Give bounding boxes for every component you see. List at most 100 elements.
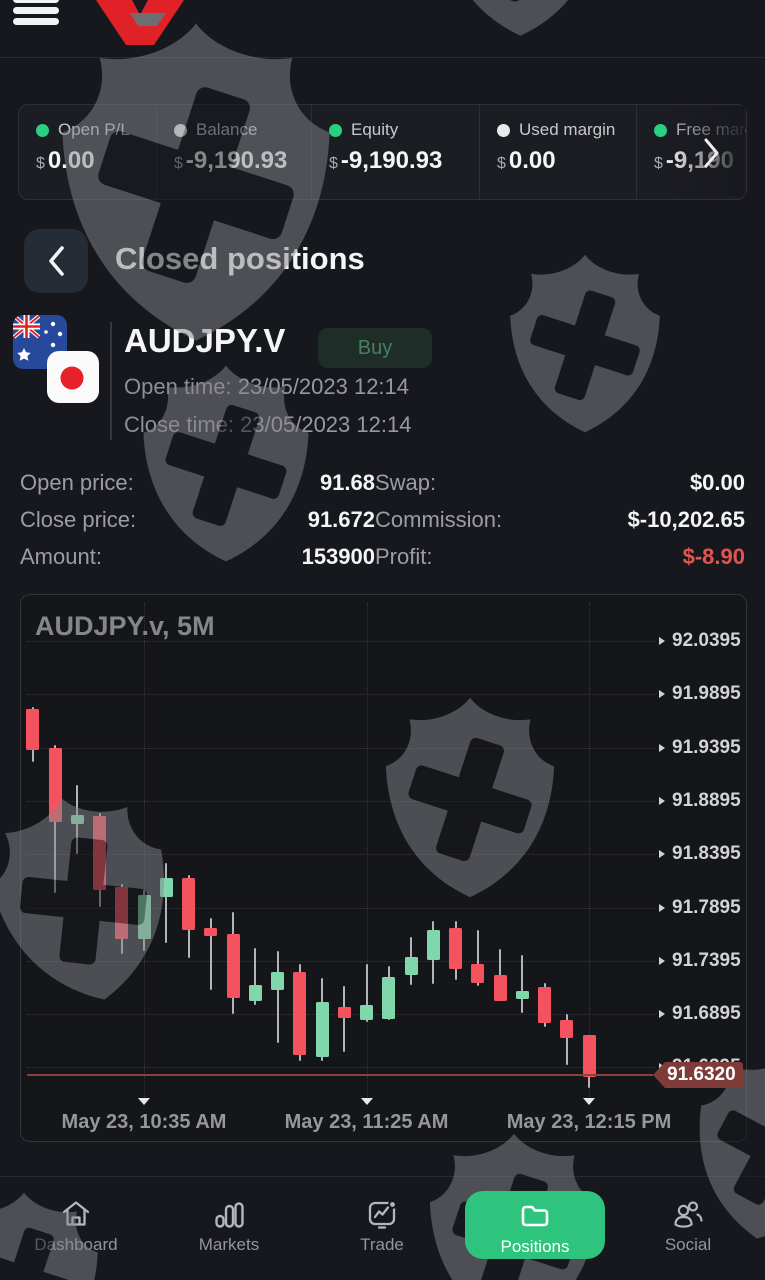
candle-body [382,977,396,1019]
position-symbol: AUDJPY.V [124,322,286,359]
nav-item-trade[interactable]: Trade [307,1191,457,1277]
nav-item-positions[interactable]: Positions [460,1191,610,1277]
axis-arrow-icon [659,796,665,805]
candle-body [182,878,195,931]
detail-row: Amount: 153900 Profit: $-8.90 [20,544,745,581]
stat-value: -9,190.93 [185,147,288,174]
detail-value: 91.672 [307,507,375,532]
shield-watermark-icon [441,0,600,36]
candle-body [293,972,307,1056]
close-time-label: Close time: [124,412,235,437]
detail-label: Commission: [375,507,503,532]
axis-arrow-icon [659,850,665,859]
candle-wick [165,863,168,944]
candle-body [70,815,84,824]
nav-item-dashboard[interactable]: Dashboard [1,1191,151,1277]
menu-hamburger-icon[interactable] [13,0,59,30]
stats-scroll-chevron-right-icon[interactable] [703,137,721,169]
candle-body [115,886,129,939]
gridline-horizontal [27,1067,655,1069]
stat-card: Equity $ -9,190.93 [311,105,479,199]
candle-body [337,1007,351,1018]
chart-title: AUDJPY.v, 5M [35,611,215,641]
close-time-row: Close time: 23/05/2023 12:14 [124,412,411,438]
axis-arrow-icon [659,903,665,912]
gridline-horizontal [27,960,655,962]
candle-body [248,984,262,1001]
detail-label: Amount: [20,544,102,569]
detail-row: Close price: 91.672 Commission: $-10,202.65 [20,507,745,544]
candle-wick [476,930,479,986]
tag-arrow-icon [653,1062,665,1089]
candle-body [471,963,485,983]
time-marker-icon [360,1098,373,1105]
price-axis-label: 91.7395 [659,950,741,972]
candle-body [493,975,507,1001]
candle-body [137,895,151,939]
candle-body [582,1034,596,1078]
status-dot-icon [654,123,667,137]
axis-arrow-icon [659,690,665,699]
price-axis-label: 91.6895 [659,1003,741,1025]
axis-arrow-icon [659,637,665,645]
gridline-horizontal [27,641,655,642]
gridline-vertical [144,603,145,1101]
bar-chart-icon [212,1197,246,1231]
open-time-value: 23/05/2023 12:14 [237,374,410,399]
position-divider [110,322,112,440]
status-dot-icon [497,123,510,137]
home-icon [59,1197,93,1231]
candle-wick [499,948,501,1001]
stats-fade-overlay [665,106,745,196]
time-marker-icon [138,1098,150,1105]
gridline-vertical [366,603,368,1101]
stat-label: Balance [196,120,258,139]
currency-sign: $ [497,155,506,172]
stat-card: Balance $ -9,190.93 [156,105,311,199]
detail-value: $-10,202.65 [627,507,745,532]
nav-item-label: Dashboard [34,1235,118,1254]
detail-label: Close price: [20,507,137,532]
stat-label: Open P/L [58,120,130,139]
brand-logo [96,0,184,45]
nav-item-social[interactable]: Social [613,1191,763,1277]
candle-body [515,991,529,999]
candle-wick [276,950,279,1044]
candle-body [538,986,551,1024]
page-title: Closed positions [115,241,365,276]
currency-sign: $ [36,155,45,172]
candle-body [560,1020,574,1039]
detail-row: Open price: 91.68 Swap: $0.00 [20,470,745,507]
back-button[interactable] [24,229,88,293]
candle-body [271,972,284,991]
candle-body [449,928,462,969]
candle-body [93,816,106,890]
axis-arrow-icon [659,1010,665,1019]
stats-bar[interactable]: Open P/L $0.00 Balance $ -9,190.93 Equity $ -9,… [18,104,747,200]
detail-value: 91.68 [319,470,375,495]
nav-item-label: Social [664,1235,712,1254]
nav-item-label: Positions [500,1237,570,1256]
price-axis-label: 91.8895 [659,790,741,812]
position-details: Open price: 91.68 Swap: $0.00 Close price: 91… [20,470,745,581]
time-axis-label: May 23, 10:35 AM [61,1111,227,1133]
nav-item-markets[interactable]: Markets [154,1191,304,1277]
currency-sign: $ [174,155,183,172]
open-time-label: Open time: [124,374,232,399]
stat-card: Open P/L $0.00 [19,105,156,199]
candle-body [404,957,418,976]
detail-value: $0.00 [689,470,745,495]
side-badge: Buy [318,328,432,368]
candle-body [48,748,62,822]
status-dot-icon [36,123,49,137]
currency-sign: $ [654,155,663,172]
gridline-horizontal [27,907,655,909]
gridline-horizontal [27,800,655,802]
candle-wick [209,917,212,991]
price-axis-label: 92.0395 [659,630,741,652]
candle-body [315,1001,329,1058]
header-divider [0,57,765,58]
currency-sign: $ [329,155,338,172]
price-chart[interactable]: AUDJPY.v, 5M 92.0395 91.9895 91.9395 91.889… [20,594,747,1142]
